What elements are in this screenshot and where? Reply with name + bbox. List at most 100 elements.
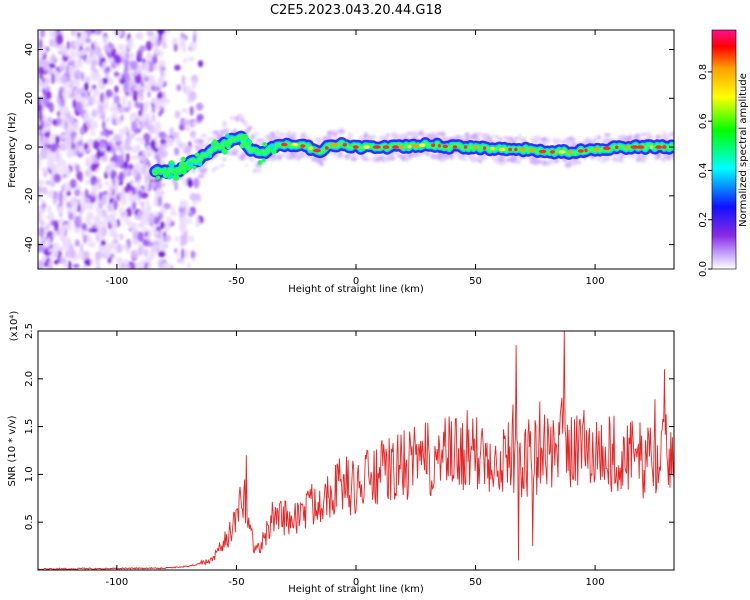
noise-blob <box>182 178 187 187</box>
noise-blob <box>111 229 117 239</box>
noise-blob <box>48 211 55 222</box>
snr-ytick-label: 2.0 <box>24 371 35 387</box>
noise-blob <box>108 184 114 195</box>
noise-blob <box>113 95 120 105</box>
noise-blob <box>70 197 75 208</box>
halo-blob <box>616 157 622 163</box>
noise-blob <box>153 86 161 92</box>
spectrogram-ylabel: Frequency (Hz) <box>7 112 18 188</box>
noise-blob <box>38 205 41 213</box>
noise-blob <box>184 124 191 131</box>
noise-blob <box>79 243 84 253</box>
noise-blob <box>109 253 115 259</box>
colorbar-tick-label: 0.6 <box>698 113 709 129</box>
noise-blob <box>129 37 134 48</box>
noise-blob <box>181 248 185 259</box>
noise-blob <box>74 39 80 49</box>
transition-blob <box>262 158 266 163</box>
halo-blob <box>233 148 240 153</box>
noise-blob <box>90 64 96 72</box>
noise-blob <box>144 164 151 176</box>
ridge-hotspot <box>437 144 441 148</box>
halo-blob <box>362 156 368 161</box>
noise-blob <box>140 200 145 210</box>
noise-blob <box>84 46 92 52</box>
noise-blob <box>69 212 74 221</box>
noise-blob <box>85 121 89 127</box>
halo-blob <box>358 135 364 140</box>
halo-blob <box>482 155 486 162</box>
noise-blob <box>147 255 153 263</box>
noise-blob <box>99 92 104 103</box>
noise-blob <box>148 125 155 134</box>
ridge-hotspot <box>419 143 426 147</box>
ridge-hotspot <box>593 147 600 152</box>
noise-blob <box>141 58 147 64</box>
noise-blob <box>189 91 197 101</box>
noise-blob <box>132 201 136 211</box>
halo-blob <box>350 153 356 156</box>
halo-blob <box>459 155 465 160</box>
halo-blob <box>509 158 515 163</box>
ridge-hotspot <box>528 148 535 153</box>
noise-blob <box>85 250 90 260</box>
noise-blob <box>144 100 150 109</box>
noise-blob <box>113 200 118 211</box>
noise-blob <box>114 85 119 94</box>
noise-blob <box>46 237 51 248</box>
ridge-hotspot <box>281 142 288 147</box>
noise-blob <box>78 49 86 57</box>
noise-blob <box>136 91 144 97</box>
halo-blob <box>407 153 413 160</box>
snr-plot-area <box>38 331 674 570</box>
noise-blob <box>100 107 104 118</box>
noise-blob <box>150 139 156 151</box>
noise-blob <box>189 105 194 116</box>
noise-blob <box>87 202 95 211</box>
ridge-hotspot <box>442 144 448 149</box>
noise-blob <box>105 145 112 152</box>
noise-blob <box>46 189 55 199</box>
noise-blob <box>196 102 204 111</box>
halo-blob <box>628 155 632 159</box>
noise-blob <box>57 205 64 214</box>
noise-blob <box>110 170 117 179</box>
noise-blob <box>129 113 134 123</box>
noise-blob <box>47 205 52 214</box>
halo-blob <box>534 160 542 165</box>
noise-blob <box>136 49 143 59</box>
noise-blob <box>131 154 139 161</box>
ridge-hotspot <box>662 145 667 149</box>
noise-blob <box>117 43 125 51</box>
noise-blob <box>42 126 49 132</box>
noise-blob <box>160 221 165 230</box>
ridge-hotspot <box>649 145 653 149</box>
halo-blob <box>400 155 407 162</box>
noise-blob <box>123 172 128 178</box>
halo-blob <box>316 158 323 165</box>
halo-blob <box>243 121 249 126</box>
ridge-hotspot <box>382 145 390 149</box>
noise-blob <box>182 221 187 233</box>
noise-blob <box>46 158 52 168</box>
noise-blob <box>53 190 57 200</box>
transition-blob <box>155 175 161 180</box>
spectrogram-xlabel: Height of straight line (km) <box>288 284 424 295</box>
halo-blob <box>472 133 478 139</box>
noise-blob <box>56 94 61 105</box>
spectrogram-xtick-label: 50 <box>469 276 482 287</box>
noise-blob <box>153 47 158 54</box>
noise-blob <box>189 41 197 52</box>
halo-blob <box>230 115 236 121</box>
noise-blob <box>106 65 110 73</box>
noise-blob <box>175 252 180 258</box>
noise-blob <box>126 52 130 60</box>
halo-blob <box>470 157 476 163</box>
spectrogram-ytick-label: -20 <box>24 188 35 204</box>
noise-blob <box>151 243 158 255</box>
colorbar-frame <box>711 29 737 270</box>
noise-blob <box>174 110 181 119</box>
noise-blob <box>68 248 76 259</box>
halo-blob <box>230 152 237 156</box>
noise-blob <box>146 149 153 155</box>
